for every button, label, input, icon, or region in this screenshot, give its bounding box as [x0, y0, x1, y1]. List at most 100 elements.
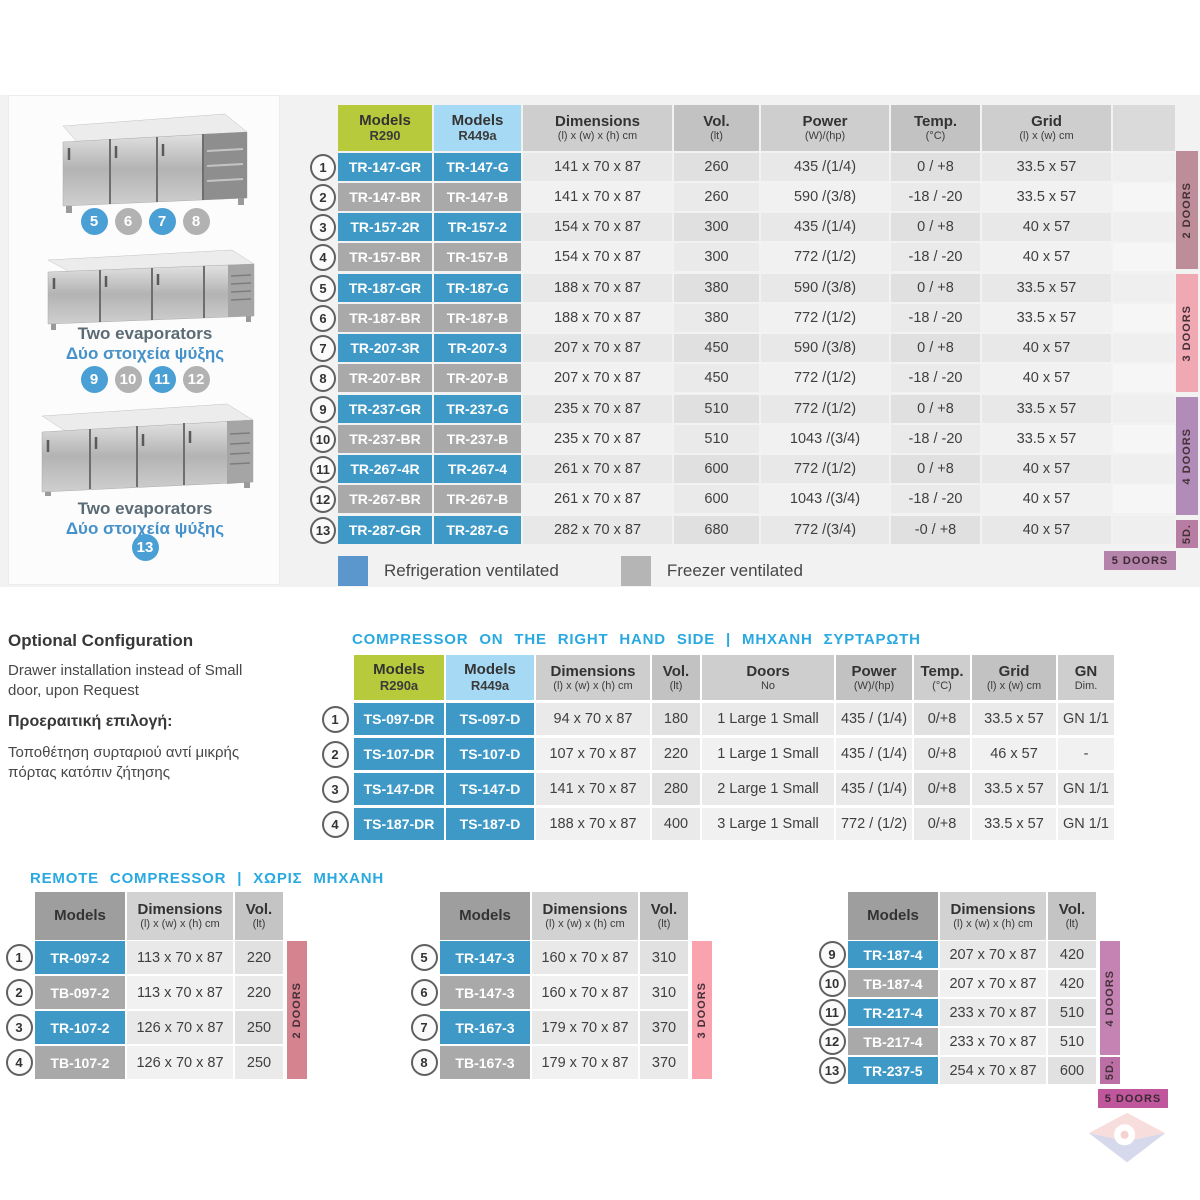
model-r449a-cell: TS-107-D [446, 738, 534, 770]
five-doors-badge: 5 DOORS [1104, 551, 1176, 570]
legend: Refrigeration ventilated Freezer ventila… [338, 556, 865, 586]
spec-row: 3 TS-147-DR TS-147-D 141 x 70 x 87 280 2 Larg… [318, 773, 1114, 805]
row-number: 2 [5, 979, 33, 1006]
freezer-legend-label: Freezer ventilated [666, 561, 803, 580]
remote-section-title: REMOTE COMPRESSOR | ΧΩΡΙΣ ΜΗΧΑΝΗ [30, 870, 385, 887]
spacer-cell [1113, 274, 1175, 302]
grid-cell: 40 x 57 [982, 213, 1111, 241]
volume-cell: 220 [235, 976, 283, 1009]
spec-row: 8 TB-167-3 179 x 70 x 87 370 [410, 1046, 688, 1079]
model-r449a-cell: TR-187-B [434, 304, 521, 332]
temp-cell: -18 / -20 [891, 485, 980, 513]
door-strip-5d: 5D. [1100, 1057, 1120, 1084]
model-r290-cell: TR-267-BR [338, 485, 432, 513]
dimensions-cell: 126 x 70 x 87 [127, 1011, 233, 1044]
badge-10: 10 [114, 366, 142, 393]
volume-cell: 260 [674, 153, 759, 181]
model-cell: TB-107-2 [35, 1046, 125, 1079]
spec-row: 6 TR-187-BR TR-187-B 188 x 70 x 87 380 772 /(… [310, 304, 1200, 332]
unit1-badges: 5 6 7 8 [9, 208, 281, 235]
row-number: 10 [310, 425, 336, 453]
power-cell: 772 /(1/2) [761, 395, 889, 423]
badge-12: 12 [182, 366, 210, 393]
compressor-section-title: COMPRESSOR ON THE RIGHT HAND SIDE | ΜΗΧΑ… [352, 631, 921, 648]
volume-cell: 420 [1048, 970, 1096, 997]
spacer-cell [1113, 183, 1175, 211]
dimensions-cell: 188 x 70 x 87 [523, 304, 672, 332]
row-number: 8 [410, 1049, 438, 1076]
spec-row: 2 TS-107-DR TS-107-D 107 x 70 x 87 220 1 Larg… [318, 738, 1114, 770]
spacer-cell [1113, 304, 1175, 332]
badge-9: 9 [80, 366, 108, 393]
grid-cell: 40 x 57 [982, 485, 1111, 513]
badge-6: 6 [114, 208, 142, 235]
refrigeration-legend-label: Refrigeration ventilated [384, 561, 559, 580]
dimensions-cell: 154 x 70 x 87 [523, 213, 672, 241]
power-cell: 1043 /(3/4) [761, 425, 889, 453]
volume-cell: 450 [674, 334, 759, 362]
col-header-models-r290a: Models R290a [354, 655, 444, 700]
temp-cell: 0 / +8 [891, 274, 980, 302]
spec-row: 9 TR-237-GR TR-237-G 235 x 70 x 87 510 772 /(… [310, 395, 1200, 423]
spec-row: 5 TR-187-GR TR-187-G 188 x 70 x 87 380 590 /(… [310, 274, 1200, 302]
dimensions-cell: 254 x 70 x 87 [940, 1057, 1046, 1084]
power-cell: 435 /(1/4) [761, 213, 889, 241]
volume-cell: 600 [674, 455, 759, 483]
compressor-table: Models R290a Models R449a Dimensions (l) x … [318, 655, 1114, 843]
spacer-cell [1113, 516, 1175, 544]
temp-cell: 0 / +8 [891, 334, 980, 362]
remote-table-header: Models Dimensions (l) x (w) x (h) cm Vol.… [410, 892, 688, 940]
dimensions-cell: 207 x 70 x 87 [523, 334, 672, 362]
remote-table-header: Models Dimensions (l) x (w) x (h) cm Vol.… [818, 892, 1096, 940]
model-cell: TR-167-3 [440, 1011, 530, 1044]
spacer-cell [1113, 153, 1175, 181]
temp-cell: 0/+8 [914, 738, 970, 770]
col-header-temp: Temp. (°C) [914, 655, 970, 700]
remote-table-rows: 9 TR-187-4 207 x 70 x 87 420 10 TB-187-4 207 … [818, 941, 1096, 1084]
model-r449a-cell: TS-097-D [446, 703, 534, 735]
row-number: 1 [321, 705, 349, 733]
dimensions-cell: 126 x 70 x 87 [127, 1046, 233, 1079]
model-r290-cell: TR-147-BR [338, 183, 432, 211]
row-number: 6 [310, 304, 336, 332]
dimensions-cell: 154 x 70 x 87 [523, 243, 672, 271]
model-cell: TB-167-3 [440, 1046, 530, 1079]
badge-13: 13 [131, 534, 159, 561]
spec-row: 10 TR-237-BR TR-237-B 235 x 70 x 87 510 1043 … [310, 425, 1200, 453]
dimensions-cell: 107 x 70 x 87 [536, 738, 650, 770]
dimensions-cell: 207 x 70 x 87 [940, 941, 1046, 968]
temp-cell: 0 / +8 [891, 213, 980, 241]
power-cell: 435 /(1/4) [761, 153, 889, 181]
spec-row: 7 TR-207-3R TR-207-3 207 x 70 x 87 450 590 /(… [310, 334, 1200, 362]
spacer-cell [1113, 243, 1175, 271]
spacer-cell [1113, 395, 1175, 423]
model-r449a-cell: TS-187-D [446, 808, 534, 840]
spec-row: 13 TR-237-5 254 x 70 x 87 600 [818, 1057, 1096, 1084]
row-number: 12 [310, 485, 336, 513]
remote-table-rows: 1 TR-097-2 113 x 70 x 87 220 2 TB-097-2 113 x… [5, 941, 283, 1079]
model-r449a-cell: TR-157-B [434, 243, 521, 271]
row-number: 7 [410, 1014, 438, 1041]
dimensions-cell: 141 x 70 x 87 [536, 773, 650, 805]
door-strip-4-doors: 4 DOORS [1176, 397, 1198, 515]
dimensions-cell: 188 x 70 x 87 [523, 274, 672, 302]
row-number: 4 [310, 243, 336, 271]
spec-row: 2 TB-097-2 113 x 70 x 87 220 [5, 976, 283, 1009]
model-r449a-cell: TR-207-B [434, 364, 521, 392]
door-count-strips: 2 DOORS 3 DOORS 4 DOORS 5D. [1176, 151, 1198, 551]
row-number: 10 [818, 970, 846, 997]
volume-cell: 380 [674, 304, 759, 332]
col-header-dimensions: Dimensions (l) x (w) x (h) cm [940, 892, 1046, 940]
door-strip-2-doors: 2 DOORS [1176, 151, 1198, 269]
unit2-badges: 9 10 11 12 [9, 366, 281, 393]
model-r290-cell: TR-207-3R [338, 334, 432, 362]
spec-row: 11 TR-217-4 233 x 70 x 87 510 [818, 999, 1096, 1026]
temp-cell: -18 / -20 [891, 183, 980, 211]
dimensions-cell: 207 x 70 x 87 [523, 364, 672, 392]
spec-row: 1 TR-097-2 113 x 70 x 87 220 [5, 941, 283, 974]
product-images-panel: 5 6 7 8 Two [8, 95, 280, 585]
dimensions-cell: 188 x 70 x 87 [536, 808, 650, 840]
col-header-vol: Vol. (lt) [1048, 892, 1096, 940]
model-cell: TB-217-4 [848, 1028, 938, 1055]
row-number: 11 [818, 999, 846, 1026]
